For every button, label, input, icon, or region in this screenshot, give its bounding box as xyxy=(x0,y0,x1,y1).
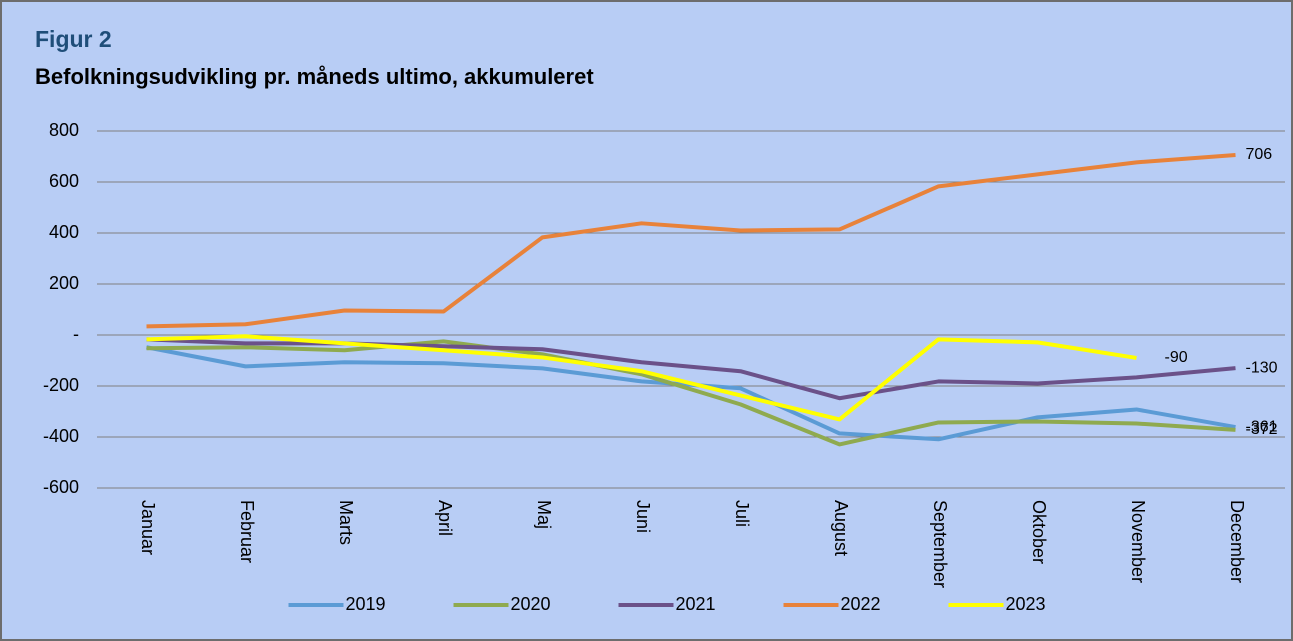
x-tick-label: December xyxy=(1227,500,1247,583)
legend-label: 2020 xyxy=(511,594,551,614)
line-series xyxy=(146,339,1236,447)
legend-label: 2021 xyxy=(676,594,716,614)
x-tick-label: September xyxy=(930,500,950,588)
y-tick-label: 800 xyxy=(49,120,79,140)
x-tick-label: Februar xyxy=(237,500,257,563)
x-tick-label: Maj xyxy=(534,500,554,529)
chart-title: Figur 2 xyxy=(35,26,112,52)
x-tick-label: Januar xyxy=(138,500,158,555)
data-label: -361 xyxy=(1246,418,1278,435)
y-tick-label: -400 xyxy=(43,426,79,446)
y-tick-label: -200 xyxy=(43,375,79,395)
line-series xyxy=(146,152,1236,329)
x-tick-label: Juni xyxy=(633,500,653,533)
data-label: -372 xyxy=(1246,421,1278,438)
data-label: -90 xyxy=(1165,349,1188,366)
legend-label: 2022 xyxy=(841,594,881,614)
legend-label: 2019 xyxy=(346,594,386,614)
x-tick-label: Oktober xyxy=(1029,500,1049,564)
x-tick-label: August xyxy=(831,500,851,556)
x-tick-label: Marts xyxy=(336,500,356,545)
legend-label: 2023 xyxy=(1006,594,1046,614)
x-tick-label: November xyxy=(1128,500,1148,583)
y-tick-label: -600 xyxy=(43,477,79,497)
data-label: 706 xyxy=(1246,146,1273,163)
x-tick-label: April xyxy=(435,500,455,536)
y-tick-label: - xyxy=(73,324,79,344)
data-label: -130 xyxy=(1246,359,1278,376)
line-series xyxy=(146,334,1137,422)
y-tick-label: 600 xyxy=(49,171,79,191)
chart-subtitle: Befolkningsudvikling pr. måneds ultimo, … xyxy=(35,64,594,89)
y-tick-label: 200 xyxy=(49,273,79,293)
y-tick-label: 400 xyxy=(49,222,79,242)
x-tick-label: Juli xyxy=(732,500,752,527)
